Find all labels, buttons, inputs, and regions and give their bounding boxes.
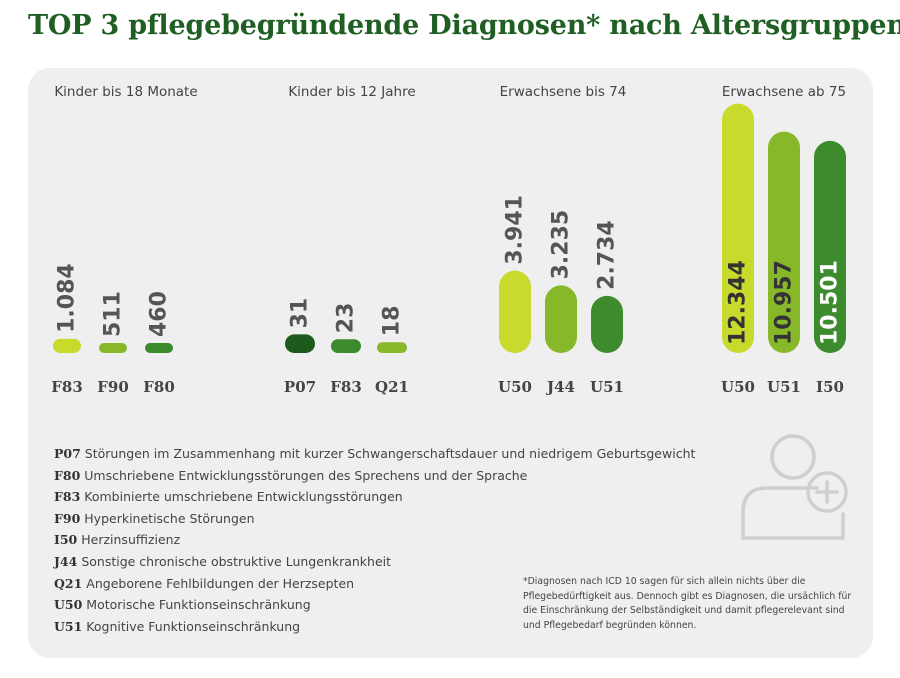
value-label: 3.235 <box>549 210 574 280</box>
value-label: 10.501 <box>818 260 843 345</box>
legend-item: F90 Hyperkinetische Störungen <box>54 510 255 526</box>
value-label: 10.957 <box>772 260 797 345</box>
category-label: F83 <box>330 378 362 396</box>
group-title: Kinder bis 18 Monate <box>54 84 197 100</box>
legend-item: I50 Herzinsuffizienz <box>54 532 181 548</box>
legend-item: Q21 Angeborene Fehlbildungen der Herzsept… <box>54 575 355 591</box>
bar <box>377 342 407 353</box>
value-label: 1.084 <box>55 263 80 333</box>
value-label: 511 <box>101 291 126 337</box>
bar <box>545 285 577 353</box>
bar <box>591 295 623 353</box>
diagnosis-legend: P07 Störungen im Zusammenhang mit kurzer … <box>54 443 695 637</box>
value-label: 3.941 <box>503 195 528 265</box>
footnote: *Diagnosen nach ICD 10 sagen für sich al… <box>523 576 852 631</box>
bar <box>99 343 127 353</box>
category-label: U51 <box>590 378 624 396</box>
bar <box>331 339 361 353</box>
category-label: I50 <box>816 378 844 396</box>
bar <box>499 270 531 353</box>
category-label: J44 <box>545 378 575 396</box>
bar <box>722 103 754 353</box>
category-label: U50 <box>721 378 755 396</box>
legend-item: U50 Motorische Funktionseinschränkung <box>54 597 311 613</box>
value-label: 18 <box>380 306 405 337</box>
category-label: F83 <box>51 378 83 396</box>
legend-item: J44 Sonstige chronische obstruktive Lunge… <box>54 553 392 569</box>
category-label: U50 <box>498 378 532 396</box>
group-title: Erwachsene bis 74 <box>500 84 627 100</box>
value-label: 23 <box>334 303 359 334</box>
group-title: Erwachsene ab 75 <box>722 84 846 100</box>
legend-item: F80 Umschriebene Entwicklungsstörungen de… <box>54 467 528 483</box>
category-label: U51 <box>767 378 801 396</box>
bar <box>768 131 800 353</box>
legend-item: U51 Kognitive Funktionseinschränkung <box>54 618 301 634</box>
bar <box>53 338 81 353</box>
category-label: F90 <box>97 378 129 396</box>
category-label: P07 <box>284 378 316 396</box>
legend-item: F83 Kombinierte umschriebene Entwicklungs… <box>54 489 403 505</box>
category-label: F80 <box>143 378 175 396</box>
value-label: 12.344 <box>726 260 751 345</box>
category-label: Q21 <box>375 378 409 396</box>
value-label: 2.734 <box>595 220 620 290</box>
value-label: 31 <box>288 298 313 329</box>
legend-item: P07 Störungen im Zusammenhang mit kurzer … <box>54 446 696 461</box>
bar <box>285 334 315 353</box>
group-title: Kinder bis 12 Jahre <box>288 84 415 100</box>
page-title: TOP 3 pflegebegründende Diagnosen* nach … <box>28 10 900 41</box>
value-label: 460 <box>147 291 172 337</box>
bar <box>814 140 846 353</box>
person-plus-icon <box>741 434 848 540</box>
bar <box>145 343 173 353</box>
